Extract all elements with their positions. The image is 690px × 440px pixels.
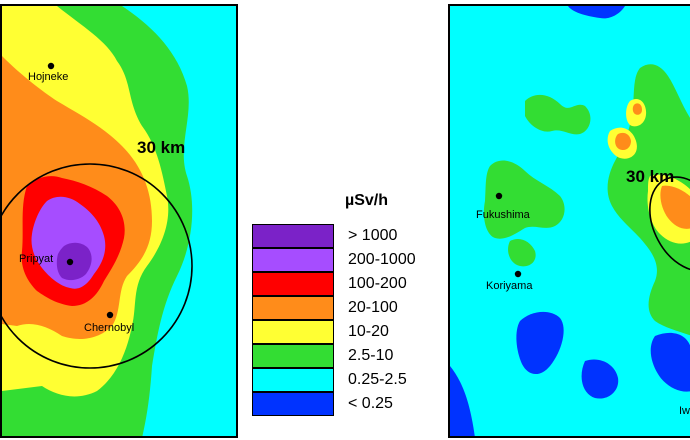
zone-2.5-10 [483, 160, 565, 239]
zone-under-0.25 [516, 311, 564, 375]
legend-swatch [252, 368, 334, 392]
zone-20-100 [632, 103, 642, 115]
zone-under-0.25 [450, 366, 475, 436]
legend-label: 100-200 [348, 275, 407, 292]
legend-row: 100-200 [252, 272, 442, 298]
fukushima-city-marker [495, 192, 503, 200]
legend-label: 20-100 [348, 299, 398, 316]
chernobyl-map-canvas: 30 km Hojneke Pripyat Chernobyl [2, 6, 236, 436]
fukushima-map-canvas: 30 km Fukushima Koriyama Iw [450, 6, 690, 436]
pripyat-marker [66, 258, 74, 266]
hojneke-label: Hojneke [28, 71, 68, 83]
legend-row: 10-20 [252, 320, 442, 346]
pripyat-label: Pripyat [19, 253, 53, 265]
legend-swatch [252, 296, 334, 320]
legend-swatch [252, 320, 334, 344]
zone-under-0.25 [650, 332, 690, 392]
fukushima-city-label: Fukushima [476, 209, 531, 221]
legend-row: < 0.25 [252, 392, 442, 418]
legend-row: 200-1000 [252, 248, 442, 274]
legend-swatch [252, 248, 334, 272]
legend-label: > 1000 [348, 227, 398, 244]
zone-under-0.25 [581, 359, 619, 399]
legend-label: 10-20 [348, 323, 389, 340]
dose-rate-legend: µSv/h > 1000 200-1000 100-200 20-100 10-… [252, 192, 442, 422]
legend-row: 0.25-2.5 [252, 368, 442, 394]
fukushima-30km-circle [649, 176, 690, 272]
legend-row: > 1000 [252, 224, 442, 250]
chernobyl-label: Chernobyl [84, 322, 134, 334]
koriyama-label: Koriyama [486, 280, 533, 292]
fukushima-dose-map: 30 km Fukushima Koriyama Iw [448, 4, 690, 438]
legend-row: 2.5-10 [252, 344, 442, 370]
zone-20-100 [615, 132, 631, 151]
koriyama-marker [514, 270, 522, 278]
legend-label: 200-1000 [348, 251, 416, 268]
legend-unit: µSv/h [345, 192, 389, 209]
legend-label: 2.5-10 [348, 347, 394, 364]
legend-swatch [252, 392, 334, 416]
chernobyl-dose-map: 30 km Hojneke Pripyat Chernobyl [0, 4, 238, 438]
zone-2.5-10 [508, 239, 536, 267]
fukushima-radius-label: 30 km [626, 167, 674, 186]
zone-20-100 [660, 185, 690, 229]
chernobyl-radius-label: 30 km [137, 138, 185, 157]
legend-row: 20-100 [252, 296, 442, 322]
hojneke-marker [47, 62, 55, 70]
legend-label: 0.25-2.5 [348, 371, 407, 388]
iwaki-label-partial: Iw [679, 405, 690, 417]
legend-swatch [252, 344, 334, 368]
zone-under-0.25 [568, 6, 625, 19]
legend-swatch [252, 272, 334, 296]
legend-label: < 0.25 [348, 395, 393, 412]
chernobyl-marker [106, 311, 114, 319]
legend-swatch [252, 224, 334, 248]
zone-2.5-10 [525, 94, 591, 135]
zone-over-1000 [56, 242, 92, 281]
chernobyl-30km-circle [2, 163, 193, 369]
